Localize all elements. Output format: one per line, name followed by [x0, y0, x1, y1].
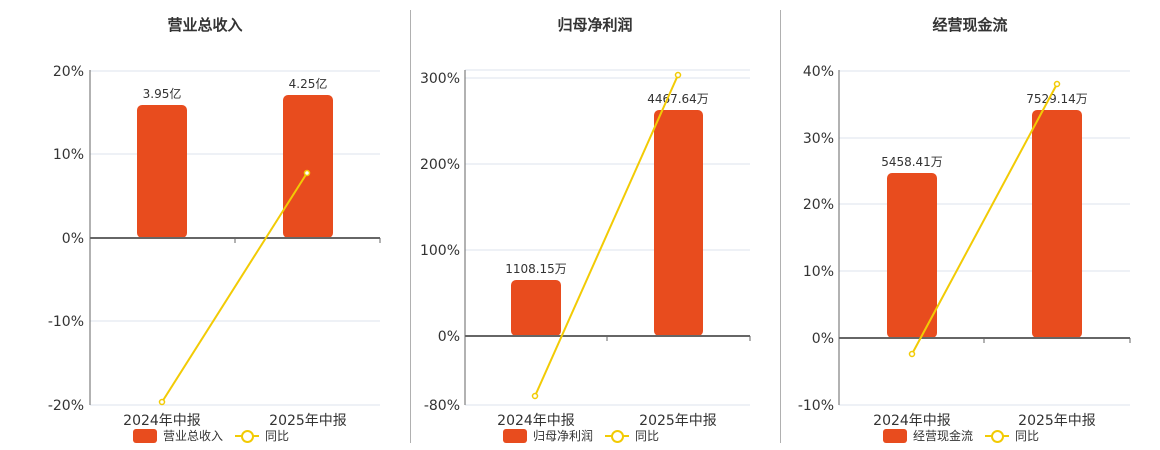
chart-panel-net-profit: 归母净利润 300% 200% 100% 0% -80% 1108.15万 44… [410, 0, 780, 450]
legend-bar-swatch[interactable] [883, 428, 907, 443]
y-tick: 0% [438, 329, 460, 345]
panel-divider [410, 10, 411, 443]
line-point[interactable] [303, 169, 311, 177]
bar-label: 4467.64万 [647, 92, 709, 106]
x-tick: 2024年中报 [873, 413, 951, 429]
x-tick: 2024年中报 [123, 413, 201, 429]
legend: 营业总收入 同比 [133, 427, 289, 444]
line-point[interactable] [158, 398, 166, 406]
legend-line-label[interactable]: 同比 [635, 429, 660, 443]
y-tick: -10% [798, 398, 834, 414]
bar-label: 4.25亿 [289, 76, 328, 91]
legend-line-icon[interactable] [235, 429, 260, 443]
line-point[interactable] [1053, 80, 1061, 88]
y-tick: 20% [53, 64, 84, 80]
x-tick: 2024年中报 [497, 413, 575, 429]
chart-panel-operating-cashflow: 经营现金流 40% 30% 20% 10% 0% -10% 5458.41万 7… [780, 0, 1160, 450]
y-tick: 300% [420, 71, 460, 87]
line-point[interactable] [908, 350, 916, 358]
bar[interactable] [283, 95, 333, 238]
bar[interactable] [654, 110, 703, 336]
chart-title: 经营现金流 [932, 16, 1008, 34]
legend-bar-swatch[interactable] [503, 428, 527, 443]
line-point[interactable] [531, 392, 539, 400]
y-tick: 0% [812, 331, 834, 347]
bar[interactable] [1032, 110, 1082, 338]
legend: 归母净利润 同比 [503, 427, 659, 444]
x-tick: 2025年中报 [639, 413, 717, 429]
legend-line-label[interactable]: 同比 [1015, 429, 1040, 443]
x-tick: 2025年中报 [269, 413, 347, 429]
y-tick: -80% [424, 398, 460, 414]
legend-bar-label[interactable]: 经营现金流 [913, 429, 974, 443]
chart-panel-revenue: 营业总收入 20% 10% 0% -10% -20% 3.95亿 4.25亿 2… [0, 0, 410, 450]
y-tick: 0% [62, 231, 84, 247]
legend-bar-label[interactable]: 归母净利润 [533, 429, 594, 443]
x-tick: 2025年中报 [1018, 413, 1096, 429]
bar-label: 1108.15万 [505, 262, 567, 276]
legend-line-icon[interactable] [605, 429, 630, 443]
chart-plot: 20% 10% 0% -10% -20% 3.95亿 4.25亿 2024年中报… [48, 64, 381, 429]
legend-bar-swatch[interactable] [133, 428, 157, 443]
chart-title: 营业总收入 [167, 16, 243, 34]
y-tick: 30% [803, 131, 834, 147]
legend-bar-label[interactable]: 营业总收入 [163, 429, 224, 443]
bar-label: 7529.14万 [1026, 92, 1088, 106]
legend: 经营现金流 同比 [883, 427, 1039, 444]
y-tick: 40% [803, 64, 834, 80]
y-tick: 100% [420, 243, 460, 259]
bar-label: 5458.41万 [881, 155, 943, 169]
y-tick: 20% [803, 197, 834, 213]
bar[interactable] [137, 105, 187, 238]
bar[interactable] [511, 280, 561, 336]
chart-title: 归母净利润 [557, 16, 633, 34]
legend-line-icon[interactable] [985, 429, 1010, 443]
chart-plot: 40% 30% 20% 10% 0% -10% 5458.41万 7529.14… [798, 64, 1131, 429]
y-tick: 200% [420, 157, 460, 173]
y-tick: -20% [48, 398, 84, 414]
y-tick: 10% [803, 264, 834, 280]
panel-divider [780, 10, 781, 443]
line-point[interactable] [674, 71, 682, 79]
bar-label: 3.95亿 [143, 86, 182, 101]
chart-plot: 300% 200% 100% 0% -80% 1108.15万 4467.64万… [420, 69, 751, 429]
legend-line-label[interactable]: 同比 [265, 429, 290, 443]
y-tick: 10% [53, 147, 84, 163]
bar[interactable] [887, 173, 937, 338]
y-tick: -10% [48, 314, 84, 330]
